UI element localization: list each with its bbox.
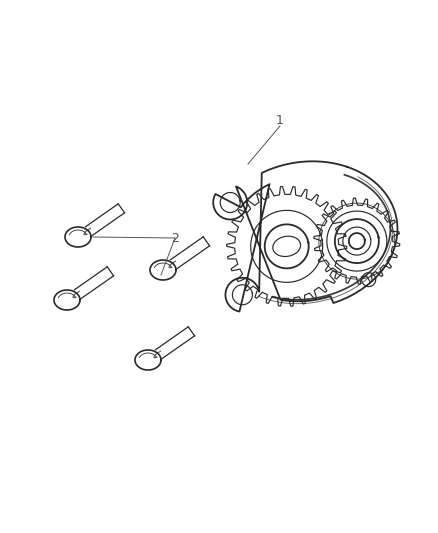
Text: 2: 2 bbox=[171, 231, 179, 245]
Text: 1: 1 bbox=[276, 114, 284, 126]
